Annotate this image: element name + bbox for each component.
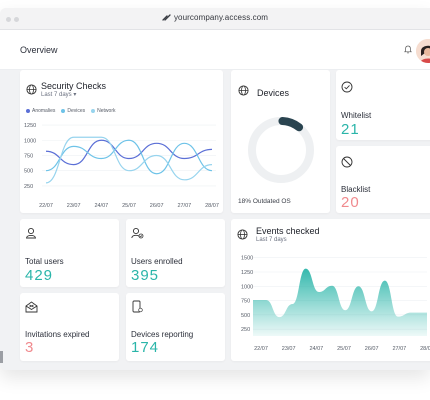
blacklist-card [336,146,430,213]
y-tick-label: 500 [241,313,250,319]
security-checks-legend: Anomalies Devices Network [26,108,116,114]
invitations-expired-value: 3 [25,339,35,356]
x-tick-label: 26/07 [365,346,379,352]
events-checked-period: Last 7 days [256,237,287,243]
y-tick-label: 1250 [241,270,253,276]
legend-dot [26,109,30,113]
users-enrolled-card [126,219,225,287]
app-header: Overview [0,30,430,70]
devices-card [231,70,330,213]
devices-donut-chart [248,117,314,183]
x-tick-label: 25/07 [337,346,351,352]
block-icon [341,156,353,168]
chevron-down-icon: ▾ [73,92,77,98]
devices-reporting-value: 174 [131,339,160,356]
y-tick-label: 750 [241,299,250,305]
x-tick-label: 22/07 [39,203,53,209]
address-bar-url: yourcompany.access.com [173,13,269,22]
events-checked-chart: 250 500 750 1000 1250 1500 22/07 23/07 24/07 25/0… [241,256,430,352]
x-tick-label: 23/07 [67,203,81,209]
total-users-label: Total users [25,257,64,266]
window-minimize-dot[interactable] [14,17,19,22]
y-tick-label: 1250 [24,123,36,129]
user-icon [26,227,36,239]
y-tick-label: 1000 [241,284,253,290]
blacklist-value: 20 [341,194,360,211]
whitelist-card [336,70,430,140]
globe-icon [26,84,37,95]
security-checks-period-dropdown[interactable]: Last 7 days ▾ [41,91,76,98]
x-tick-label: 27/07 [392,346,406,352]
y-tick-label: 500 [24,169,33,175]
series-line-devices [45,139,213,175]
user-avatar-icon [416,39,430,63]
bell-icon[interactable] [404,45,412,54]
users-enrolled-value: 395 [131,267,160,284]
devices-title: Devices [257,88,290,98]
security-checks-card [20,70,223,213]
side-scroll-handle[interactable] [0,351,3,363]
globe-icon [237,229,248,240]
total-users-value: 429 [25,267,54,284]
events-checked-title: Events checked [256,226,320,236]
y-tick-label: 250 [241,327,250,333]
legend-label: Network [97,108,116,114]
devices-reporting-label: Devices reporting [131,330,194,339]
window-close-dot[interactable] [6,17,11,22]
x-tick-label: 25/07 [122,203,136,209]
user-enrolled-icon [131,227,144,239]
events-area [253,268,427,336]
avatar[interactable] [416,39,430,63]
legend-dot [91,109,96,113]
x-tick-label: 22/07 [254,346,268,352]
legend-item-network: Network [91,108,116,114]
x-tick-label: 28/07 [420,346,430,352]
invitations-expired-card [20,293,119,361]
security-checks-period: Last 7 days [41,92,72,98]
y-tick-label: 750 [24,153,33,159]
whitelist-value: 21 [341,121,360,138]
x-tick-label: 24/07 [94,203,108,209]
series-line-network [45,136,213,184]
y-tick-label: 250 [24,184,33,190]
x-tick-label: 28/07 [205,203,219,209]
whitelist-label: Whitelist [341,111,372,120]
outdated-os-arc [278,117,304,132]
x-tick-label: 26/07 [150,203,164,209]
browser-window: yourcompany.access.com Overview Security… [0,8,430,370]
globe-icon [238,85,249,96]
devices-reporting-card [126,293,225,361]
legend-label: Anomalies [32,108,56,114]
users-enrolled-label: Users enrolled [131,257,183,266]
envelope-open-icon [25,301,38,313]
legend-label: Devices [67,108,86,114]
invitations-expired-label: Invitations expired [25,330,90,339]
blacklist-label: Blacklist [341,185,371,194]
security-checks-title: Security Checks [41,81,107,91]
outdated-os-text: 18% Outdated OS [238,198,291,205]
secure-lock-icon [162,14,171,21]
x-tick-label: 23/07 [282,346,296,352]
x-tick-label: 24/07 [309,346,323,352]
address-bar[interactable]: yourcompany.access.com [0,13,430,22]
y-tick-label: 1000 [24,138,36,144]
legend-item-anomalies: Anomalies [26,108,55,114]
page-title: Overview [20,45,58,55]
series-line-anomalies [45,139,213,166]
check-circle-icon [341,81,353,93]
legend-item-devices: Devices [61,108,85,114]
x-tick-label: 27/07 [177,203,191,209]
total-users-card [20,219,119,287]
y-tick-label: 1500 [241,256,253,262]
legend-dot [61,109,66,113]
browser-titlebar: yourcompany.access.com [0,8,430,30]
phone-icon [132,300,143,313]
security-checks-chart: 250 500 750 1000 1250 22/07 23/07 24/07 25/07 26/… [24,123,219,209]
